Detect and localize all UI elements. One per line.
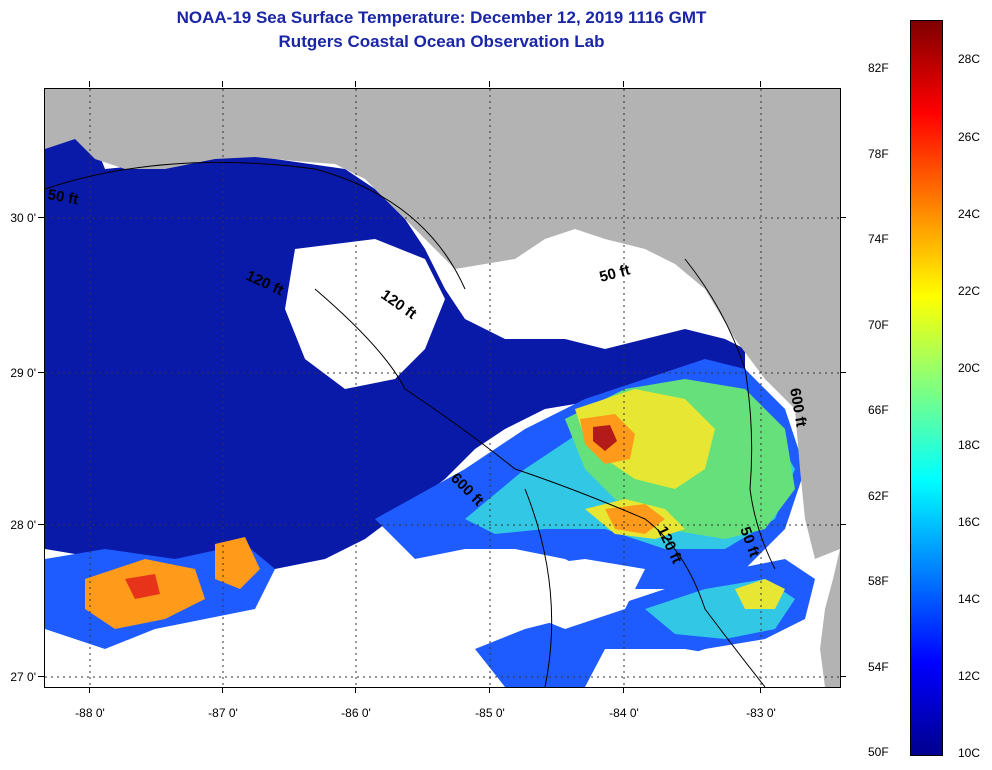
colorbar-label-c: 20C xyxy=(958,361,981,375)
lat-tick xyxy=(38,372,44,373)
red-hot-spot-west xyxy=(125,574,160,599)
cloud-patch-central xyxy=(45,169,775,687)
map-subtitle: Rutgers Coastal Ocean Observation Lab xyxy=(278,32,605,51)
sst-map-canvas: 50 ft 120 ft 120 ft 50 ft 600 ft 120 ft … xyxy=(45,89,840,687)
contour-label: 50 ft xyxy=(46,186,79,208)
longitude-label: -88 0' xyxy=(75,706,105,720)
latitude-label: 30 0' xyxy=(10,211,36,225)
lon-tick xyxy=(489,687,490,693)
longitude-label: -87 0' xyxy=(208,706,238,720)
longitude-label: -84 0' xyxy=(609,706,639,720)
latitude-label: 27 0' xyxy=(10,670,36,684)
lon-tick-top xyxy=(623,81,624,87)
lon-tick xyxy=(623,687,624,693)
colorbar-label-f: 62F xyxy=(868,489,889,503)
colorbar-label-f: 50F xyxy=(868,745,889,759)
colorbar-label-c: 12C xyxy=(958,669,981,683)
map-title: NOAA-19 Sea Surface Temperature: Decembe… xyxy=(176,8,707,27)
colorbar-label-f: 66F xyxy=(868,403,889,417)
lat-tick xyxy=(38,217,44,218)
colorbar-label-c: 22C xyxy=(958,284,981,298)
sst-map: 50 ft 120 ft 120 ft 50 ft 600 ft 120 ft … xyxy=(44,88,841,688)
colorbar-label-c: 24C xyxy=(958,207,981,221)
lat-tick-right xyxy=(840,217,846,218)
lon-tick xyxy=(760,687,761,693)
lon-tick xyxy=(355,687,356,693)
depth-contours xyxy=(45,161,776,687)
red-hot-spot-bigbend xyxy=(593,425,617,451)
land-mass xyxy=(45,89,840,559)
temperature-colorbar xyxy=(910,20,943,756)
lon-tick-top xyxy=(222,81,223,87)
lat-tick xyxy=(38,676,44,677)
lat-tick-right xyxy=(840,676,846,677)
colorbar-label-f: 74F xyxy=(868,232,889,246)
colorbar-label-c: 26C xyxy=(958,130,981,144)
longitude-label: -86 0' xyxy=(341,706,371,720)
longitude-label: -83 0' xyxy=(746,706,776,720)
colorbar-label-c: 18C xyxy=(958,438,981,452)
contour-label: 600 ft xyxy=(786,387,810,429)
lon-tick-top xyxy=(355,81,356,87)
latitude-label: 28 0' xyxy=(10,518,36,532)
lon-tick xyxy=(222,687,223,693)
graticule xyxy=(45,89,840,687)
colorbar-label-c: 10C xyxy=(958,746,981,760)
latitude-label: 29 0' xyxy=(10,366,36,380)
cold-water-blobs-nw xyxy=(45,179,345,519)
lon-tick-top xyxy=(489,81,490,87)
colorbar-label-c: 16C xyxy=(958,515,981,529)
colorbar-label-f: 70F xyxy=(868,318,889,332)
colorbar-label-c: 28C xyxy=(958,52,981,66)
colorbar-label-f: 54F xyxy=(868,660,889,674)
lat-tick-right xyxy=(840,524,846,525)
lon-tick xyxy=(89,687,90,693)
lat-tick-right xyxy=(840,372,846,373)
lon-tick-top xyxy=(89,81,90,87)
lat-tick xyxy=(38,524,44,525)
colorbar-label-c: 14C xyxy=(958,592,981,606)
lon-tick-top xyxy=(760,81,761,87)
colorbar-label-f: 58F xyxy=(868,574,889,588)
longitude-label: -85 0' xyxy=(475,706,505,720)
land-peninsula-south xyxy=(820,549,840,687)
orange-water-shelf xyxy=(85,414,665,629)
colorbar-label-f: 82F xyxy=(868,61,889,75)
colorbar-label-f: 78F xyxy=(868,147,889,161)
